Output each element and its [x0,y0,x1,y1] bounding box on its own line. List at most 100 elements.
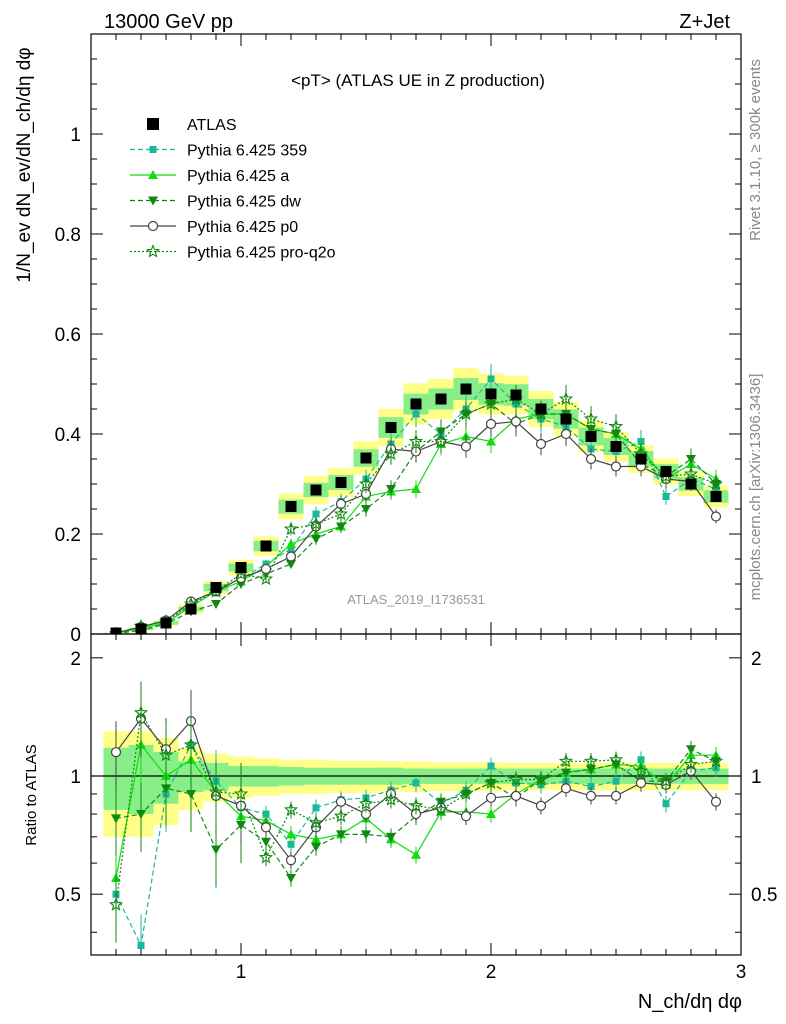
legend-label: Pythia 6.425 a [187,168,289,185]
main-series-layer [108,363,724,634]
series-pythia-6-425-pro-q2o-point [408,433,424,448]
series-pythia-6-425-p0-ratio-point [535,800,547,811]
series-pythia-6-425-p0-point [460,441,472,452]
series-pythia-6-425-p0-ratio-point [110,747,122,758]
series-pythia-6-425-p0-ratio-point [335,796,347,807]
header-left: 13000 GeV pp [104,11,233,33]
series-pythia-6-425-359-ratio-point [412,779,420,787]
series-pythia-6-425-pro-q2o-ratio-point [158,747,174,762]
analysis-id: ATLAS_2019_I1736531 [347,592,485,607]
main-uncertainty-bands [103,368,729,634]
series-pythia-6-425-p0-point [285,551,297,562]
y-tick-label: 0.2 [55,525,81,546]
series-pythia-6-425-pro-q2o-point [383,446,399,461]
ratio-series-layer [91,681,741,955]
series-pythia-6-425-pro-q2o-ratio-point [608,752,624,766]
series-pythia-6-425-dw-point [311,535,321,544]
series-pythia-6-425-359-ratio-point [312,804,320,812]
series-pythia-6-425-dw-ratio-point [211,845,221,855]
series-pythia-6-425-pro-q2o-ratio-point [683,756,699,771]
x-tick-label: 1 [236,962,247,983]
atlas-data-point [435,393,447,405]
series-pythia-6-425-pro-q2o-point [558,391,574,406]
series-pythia-6-425-a-ratio-point [286,829,296,839]
x-tick-label: 2 [486,962,497,983]
series-pythia-6-425-359-ratio-point [587,783,595,791]
atlas-data-point [460,383,472,395]
atlas-data-point [410,398,422,410]
series-pythia-6-425-pro-q2o-ratio-point [433,802,449,816]
series-pythia-6-425-dw-point [361,505,371,514]
atlas-data-point [185,603,197,615]
series-pythia-6-425-dw-ratio-point [136,810,146,820]
y-axis-label: 1/N_ev dN_ev/dN_ch/dη dφ [14,47,35,282]
ratio-tick-label-left: 0.5 [55,885,81,906]
series-pythia-6-425-359-ratio-point [612,777,620,785]
atlas-data-point [160,617,172,629]
series-pythia-6-425-pro-q2o-ratio-point [708,753,724,768]
series-pythia-6-425-p0-ratio-point [460,811,472,822]
series-pythia-6-425-pro-q2o-ratio-point [658,773,674,788]
series-pythia-6-425-dw-ratio-point [186,789,196,799]
series-pythia-6-425-p0-point [585,453,597,465]
series-pythia-6-425-p0-point [535,438,547,450]
series-pythia-6-425-a-ratio-point [411,849,421,859]
x-axis-label: N_ch/dη dφ [638,991,742,1013]
atlas-data-point [360,452,372,464]
atlas-data-point [260,540,272,552]
series-pythia-6-425-dw-ratio-point [686,745,696,755]
series-pythia-6-425-pro-q2o-ratio-point [583,753,599,768]
atlas-data-point [285,501,297,512]
atlas-data-point [560,413,572,425]
series-pythia-6-425-dw-ratio-point [286,873,296,883]
series-pythia-6-425-pro-q2o-point [258,571,274,586]
rivet-label: Rivet 3.1.10, ≥ 300k events [747,59,764,241]
atlas-data-point [685,478,697,490]
series-pythia-6-425-pro-q2o-ratio-point [283,802,299,816]
series-pythia-6-425-a-ratio-point [486,809,496,819]
series-pythia-6-425-pro-q2o-point [333,506,349,521]
atlas-data-point [710,491,722,502]
series-pythia-6-425-dw-ratio-point [261,837,271,847]
legend-atlas-label: ATLAS [187,117,237,134]
series-pythia-6-425-359-point [487,375,495,383]
series-pythia-6-425-dw-ratio-point [111,814,121,824]
series-pythia-6-425-pro-q2o-point [608,418,624,433]
series-pythia-6-425-pro-q2o-point [283,521,299,536]
atlas-data-point [510,389,522,401]
ratio-tick-label-right: 2 [751,649,762,670]
atlas-data-point [610,441,622,452]
y-tick-label: 0.6 [55,325,81,346]
series-pythia-6-425-pro-q2o-ratio-point [208,784,224,799]
series-pythia-6-425-dw-ratio-point [311,842,321,852]
series-pythia-6-425-359-ratio-point [137,942,145,950]
series-pythia-6-425-pro-q2o-ratio-point [183,737,199,752]
series-pythia-6-425-pro-q2o-ratio-point [233,786,249,800]
y-tick-label: 0 [70,625,81,646]
series-pythia-6-425-pro-q2o-point [433,433,449,448]
series-pythia-6-425-pro-q2o-ratio-point [383,792,399,806]
axes-layer: 1 2 3 0 0.2 0.4 0.6 0.8 1 0.5 0.5 1 1 2 2 [55,33,777,983]
series-pythia-6-425-359-point [662,493,670,500]
ratio-tick-label-right: 1 [751,767,762,788]
series-pythia-6-425-359-point [412,410,420,418]
series-pythia-6-425-359-ratio-point [662,800,670,808]
series-pythia-6-425-dw-point [386,485,396,494]
series-pythia-6-425-a-point [411,484,421,493]
series-pythia-6-425-pro-q2o-ratio-point [358,796,374,810]
series-pythia-6-425-359-ratio-point [487,762,495,770]
atlas-data-point [660,466,672,477]
y-tick-label: 0.4 [55,425,82,446]
legend-marker [148,196,158,206]
series-pythia-6-425-p0-point [710,511,722,522]
series-pythia-6-425-a-point [486,436,496,446]
series-pythia-6-425-359-ratio-point [287,840,295,848]
header-right: Z+Jet [679,11,730,33]
series-pythia-6-425-p0-point [610,461,622,472]
legend-atlas-marker [147,118,159,130]
series-pythia-6-425-pro-q2o-ratio-point [458,786,474,800]
legend-marker [149,146,157,153]
series-pythia-6-425-dw-point [286,560,296,569]
series-pythia-6-425-pro-q2o-point [458,406,474,421]
